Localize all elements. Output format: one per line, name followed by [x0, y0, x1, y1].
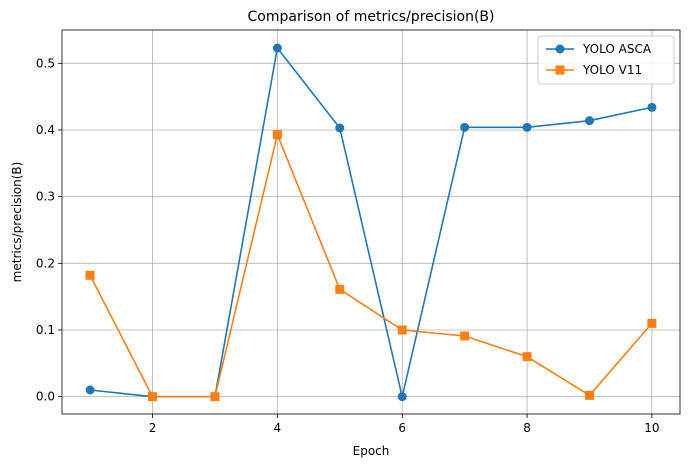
- data-point-yolo-asca: [335, 123, 345, 133]
- data-point-yolo-v11: [522, 352, 532, 362]
- data-point-yolo-asca: [272, 43, 282, 53]
- data-point-yolo-asca: [460, 122, 470, 132]
- x-tick-label: 8: [523, 421, 531, 435]
- data-point-yolo-v11: [148, 392, 158, 402]
- y-axis: 0.0 0.1 0.2 0.3 0.4 0.5: [36, 56, 62, 404]
- data-point-yolo-asca: [522, 122, 532, 132]
- y-tick-label: 0.4: [36, 123, 55, 137]
- data-point-yolo-v11: [647, 318, 657, 328]
- x-axis: 2 4 6 8 10: [149, 414, 660, 435]
- series-line-yolo-asca: [90, 46, 653, 398]
- plot-frame: [61, 29, 681, 415]
- data-point-yolo-asca: [584, 116, 594, 126]
- legend-item-yolo-asca: YOLO ASCA: [546, 42, 652, 56]
- data-point-yolo-v11: [397, 325, 407, 335]
- data-point-yolo-v11: [584, 390, 594, 400]
- legend-box: [537, 35, 675, 85]
- legend-item-yolo-v11: YOLO V11: [546, 63, 642, 77]
- x-tick-label: 4: [274, 421, 282, 435]
- y-tick-label: 0.3: [36, 190, 55, 204]
- series-line-yolo-v11: [89, 132, 653, 398]
- legend-label: YOLO ASCA: [582, 42, 652, 56]
- legend-marker: [555, 65, 565, 75]
- legend: YOLO ASCA YOLO V11: [537, 35, 675, 85]
- data-point-yolo-v11: [460, 331, 470, 341]
- series-yolo-v11: [85, 130, 657, 402]
- y-axis-label: metrics/precision(B): [10, 162, 24, 283]
- series-yolo-asca: [85, 43, 657, 402]
- data-point-yolo-asca: [397, 392, 407, 402]
- legend-label: YOLO V11: [582, 63, 642, 77]
- data-point-yolo-v11: [85, 270, 95, 280]
- y-tick-label: 0.1: [36, 323, 55, 337]
- y-tick-label: 0.2: [36, 256, 55, 270]
- data-point-yolo-asca: [85, 385, 95, 395]
- data-point-yolo-v11: [210, 392, 220, 402]
- data-point-yolo-v11: [272, 130, 282, 140]
- x-tick-label: 10: [644, 421, 659, 435]
- data-point-yolo-v11: [335, 284, 345, 294]
- x-tick-label: 6: [398, 421, 406, 435]
- x-axis-label: Epoch: [353, 444, 390, 458]
- data-point-yolo-asca: [647, 102, 657, 112]
- x-tick-label: 2: [149, 421, 157, 435]
- y-tick-label: 0.0: [36, 390, 55, 404]
- grid: [62, 30, 680, 414]
- chart-title: Comparison of metrics/precision(B): [248, 9, 495, 25]
- y-tick-label: 0.5: [36, 56, 55, 70]
- legend-marker: [555, 44, 565, 54]
- series-layer: [85, 43, 657, 402]
